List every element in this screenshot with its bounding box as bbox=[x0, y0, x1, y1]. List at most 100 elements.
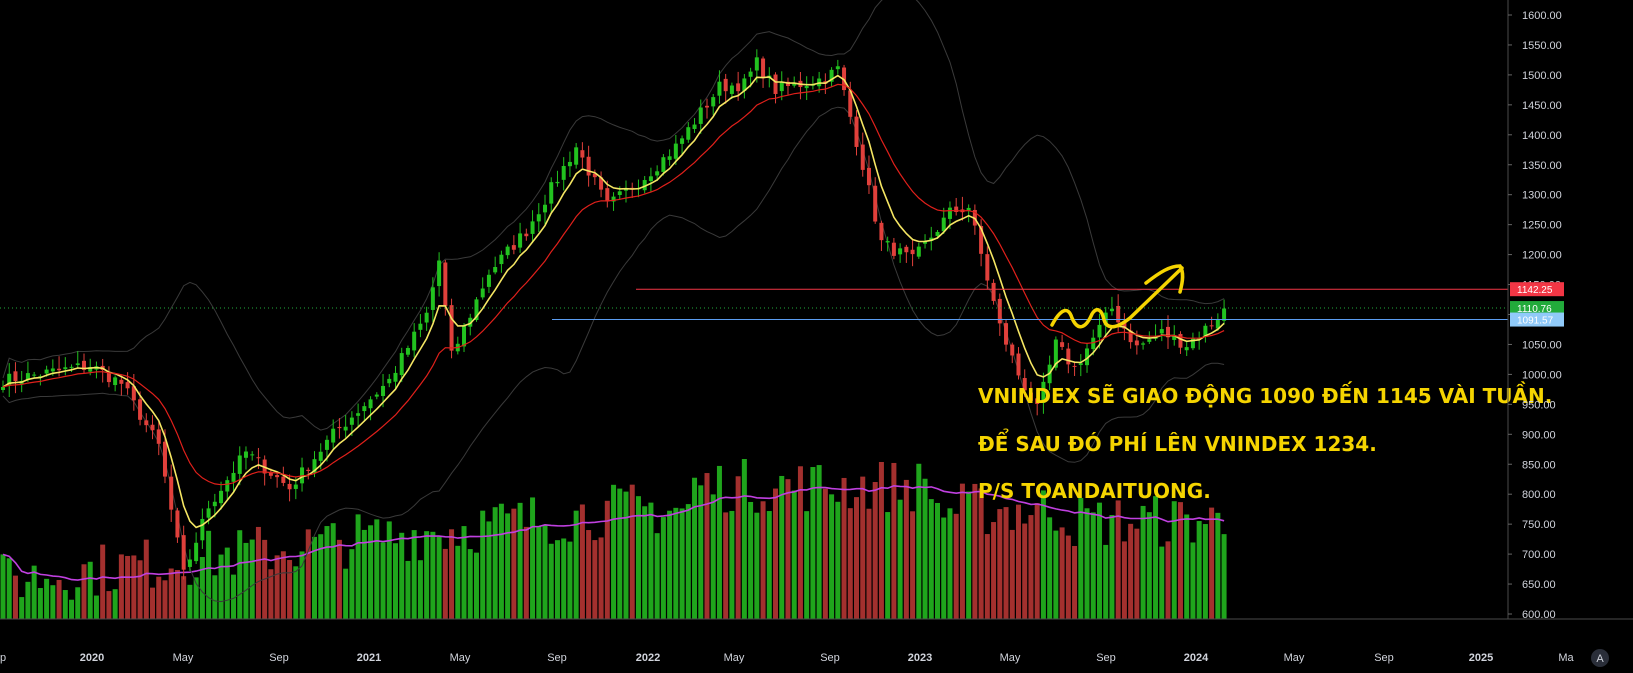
volume-bar bbox=[243, 542, 249, 619]
volume-bar bbox=[280, 551, 286, 619]
volume-ma-line bbox=[2, 484, 1225, 581]
time-axis[interactable]: p 2020 May Sep 2021 May Sep 2022 May Sep 2023 May Se… bbox=[0, 618, 1633, 664]
candle-body bbox=[592, 173, 597, 178]
annotation-text-block[interactable]: VNINDEX SẼ GIAO ĐỘNG 1090 ĐẾN 1145 VÀI T… bbox=[978, 382, 1552, 503]
volume-bar bbox=[1159, 546, 1165, 619]
volume-bar bbox=[847, 508, 853, 619]
candle-body bbox=[499, 254, 504, 265]
price-tick-label: 950.00 bbox=[1522, 399, 1556, 411]
volume-bar bbox=[935, 502, 940, 619]
candle-body bbox=[873, 185, 878, 222]
candle-body bbox=[25, 373, 30, 380]
volume-bar bbox=[1084, 508, 1090, 619]
volume-bar bbox=[953, 513, 959, 619]
candle-body bbox=[916, 246, 921, 257]
volume-bar bbox=[629, 484, 635, 619]
candle-body bbox=[511, 245, 516, 250]
candle-body bbox=[1035, 398, 1040, 404]
candle-body bbox=[44, 369, 49, 374]
time-tick-label: May bbox=[1000, 652, 1021, 664]
candle-body bbox=[648, 176, 653, 182]
candle-body bbox=[1078, 363, 1083, 365]
candle-body bbox=[1203, 325, 1208, 336]
hand-drawn-projection[interactable] bbox=[1050, 264, 1185, 329]
volume-bar bbox=[455, 545, 461, 619]
volume-bar bbox=[305, 529, 311, 619]
volume-bar bbox=[237, 530, 243, 619]
volume-bar bbox=[1015, 504, 1021, 619]
candle-body bbox=[1184, 347, 1189, 351]
volume-bar bbox=[1202, 524, 1208, 619]
candle-body bbox=[1172, 335, 1177, 340]
candle-body bbox=[723, 78, 728, 92]
volume-bar bbox=[567, 541, 573, 619]
auto-scale-badge[interactable]: A bbox=[1591, 649, 1609, 667]
time-tick-label: Sep bbox=[1096, 652, 1116, 664]
candle-body bbox=[324, 439, 329, 450]
candle-body bbox=[773, 74, 778, 94]
volume-bar bbox=[660, 517, 666, 619]
volume-bar bbox=[910, 511, 916, 619]
volume-bar bbox=[841, 477, 847, 619]
volume-bar bbox=[773, 488, 779, 619]
volume-bar bbox=[748, 501, 754, 619]
volume-bar bbox=[162, 580, 168, 619]
volume-bar bbox=[392, 543, 398, 619]
candle-body bbox=[449, 305, 454, 351]
price-tag-box bbox=[1510, 282, 1564, 297]
volume-bar bbox=[274, 555, 280, 619]
candle-body bbox=[212, 501, 217, 507]
price-tick-label: 1000.00 bbox=[1522, 369, 1562, 381]
volume-bar bbox=[785, 479, 791, 619]
volume-bar bbox=[716, 465, 722, 619]
price-tick-label: 1350.00 bbox=[1522, 160, 1562, 172]
price-tag-label: 1091.57 bbox=[1517, 316, 1554, 327]
candle-body bbox=[729, 85, 734, 94]
candle-body bbox=[779, 82, 784, 92]
volume-bar bbox=[860, 476, 866, 619]
candle-body bbox=[424, 312, 429, 323]
candle-body bbox=[954, 206, 959, 213]
candle-body bbox=[966, 207, 971, 211]
candle-body bbox=[785, 81, 790, 87]
candle-body bbox=[1159, 329, 1164, 334]
volume-bar bbox=[1009, 529, 1015, 619]
volume-bar bbox=[916, 463, 922, 619]
volume-bar bbox=[866, 508, 872, 619]
candle-body bbox=[848, 90, 853, 117]
candle-body bbox=[1010, 344, 1015, 356]
volume-bar bbox=[523, 526, 529, 619]
volume-bar bbox=[679, 508, 685, 619]
time-tick-label: May bbox=[1284, 652, 1305, 664]
volume-bar bbox=[542, 525, 548, 619]
volume-bar bbox=[81, 564, 87, 619]
candle-body bbox=[437, 260, 442, 287]
price-tick-label: 1400.00 bbox=[1522, 130, 1562, 142]
volume-bar bbox=[1053, 530, 1059, 619]
volume-bar bbox=[336, 539, 342, 619]
candle-body bbox=[580, 150, 585, 158]
candle-body bbox=[418, 323, 423, 330]
candle-body bbox=[138, 399, 143, 420]
volume-bar bbox=[1103, 544, 1109, 619]
volume-bar bbox=[1096, 502, 1102, 619]
horizontal-levels[interactable] bbox=[0, 288, 1508, 321]
moving-averages bbox=[2, 74, 1225, 529]
price-tick-label: 1200.00 bbox=[1522, 250, 1562, 262]
candle-body bbox=[38, 376, 43, 378]
candle-body bbox=[543, 204, 548, 213]
volume-bar bbox=[417, 560, 423, 619]
time-tick-label: 2022 bbox=[636, 652, 660, 664]
candle-body bbox=[1122, 321, 1127, 329]
candle-body bbox=[1103, 312, 1108, 326]
arrow-head-icon bbox=[1144, 264, 1185, 294]
candle-body bbox=[1066, 348, 1071, 365]
candle-body bbox=[169, 476, 174, 510]
candle-body bbox=[106, 372, 111, 383]
time-tick-label: Sep bbox=[1374, 652, 1394, 664]
candle-body bbox=[187, 559, 192, 567]
volume-bar bbox=[604, 500, 610, 619]
volume-bar bbox=[430, 531, 436, 619]
volume-bar bbox=[766, 511, 772, 619]
